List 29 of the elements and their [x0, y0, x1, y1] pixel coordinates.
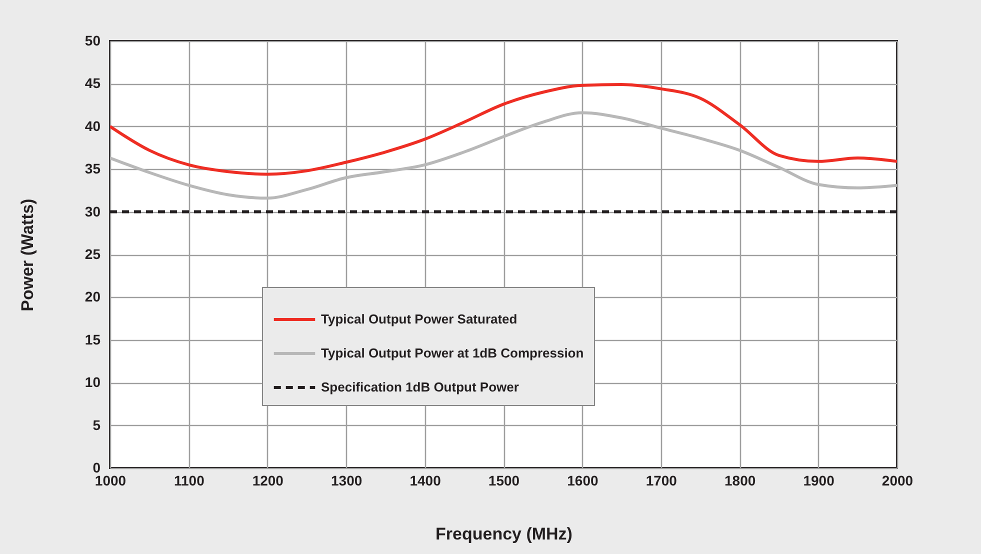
y-tick-label: 45 [84, 75, 101, 92]
x-tick-label: 1600 [567, 472, 598, 488]
y-tick-label: 15 [84, 331, 101, 348]
y-tick-label: 25 [84, 246, 101, 262]
x-tick-label: 1800 [724, 472, 756, 488]
x-axis-title: Frequency (MHz) [436, 524, 572, 544]
y-tick-label: 40 [84, 118, 101, 134]
x-tick-label: 1700 [646, 472, 678, 488]
x-tick-label: 2000 [882, 472, 914, 488]
y-axis-title: Power (Watts) [18, 198, 37, 312]
x-tick-label: 1900 [803, 472, 835, 488]
line-series [110, 111, 897, 200]
x-tick-label: 1200 [252, 472, 284, 488]
x-tick-label: 1000 [94, 472, 126, 488]
legend-label: Specification 1dB Output Power [321, 380, 519, 394]
x-tick-label: 1100 [174, 472, 205, 488]
y-tick-label: 20 [84, 288, 101, 305]
y-tick-label: 30 [84, 203, 101, 220]
x-tick-label: 1400 [410, 472, 442, 488]
y-tick-label: 10 [84, 374, 101, 390]
y-tick-label: 0 [92, 460, 101, 476]
y-tick-label: 5 [92, 416, 101, 433]
legend-label: Typical Output Power at 1dB Compression [321, 346, 584, 360]
x-tick-label: 1500 [488, 472, 520, 488]
x-tick-label: 1300 [331, 472, 362, 488]
y-tick-label: 50 [84, 32, 101, 48]
legend-label: Typical Output Power Saturated [321, 312, 518, 326]
y-tick-label: 35 [84, 160, 101, 177]
line-series [110, 83, 897, 176]
